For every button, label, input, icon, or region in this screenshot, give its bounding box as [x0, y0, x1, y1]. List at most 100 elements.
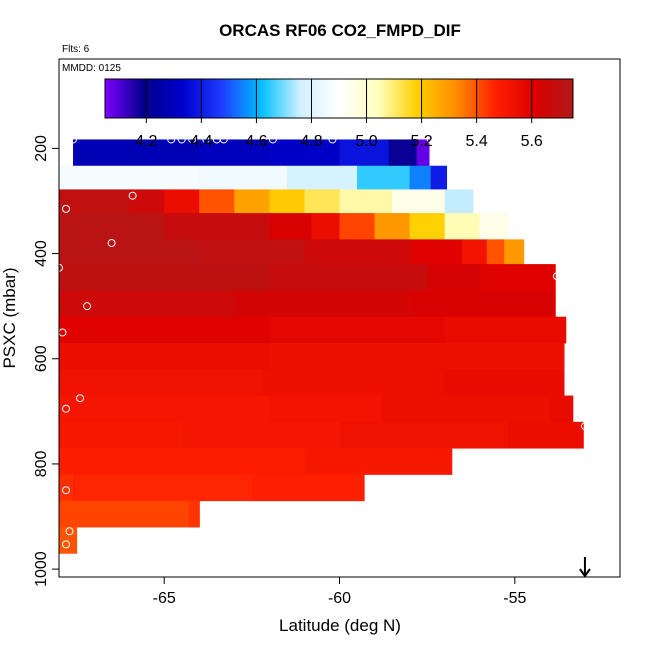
observation-point — [552, 272, 561, 281]
observation-point — [69, 135, 78, 144]
observation-point — [107, 239, 116, 248]
heatmap-cell — [73, 139, 130, 167]
heatmap-cell — [444, 213, 481, 240]
heatmap-cell — [444, 189, 474, 214]
heatmap-cell — [381, 395, 551, 423]
heatmap-cell — [59, 264, 270, 291]
observation-point — [62, 540, 71, 549]
heatmap-cell — [311, 213, 341, 240]
colorbar: 4.2 4.4 4.6 4.8 5.0 5.2 5.4 5.6 — [104, 78, 574, 150]
heatmap-cell — [234, 290, 411, 318]
x-axis-label: Latitude (deg N) — [279, 616, 401, 635]
heatmap-cell — [59, 395, 270, 423]
observation-point — [62, 486, 71, 495]
heatmap-cell — [479, 264, 556, 291]
heatmap-cell — [59, 369, 263, 396]
heatmap-cell — [199, 239, 306, 265]
heatmap-cell — [304, 239, 411, 265]
heatmap-cell — [549, 395, 574, 423]
colorbar-tick-label: 4.2 — [135, 133, 157, 150]
observation-point — [328, 135, 337, 144]
heatmap-cell — [409, 165, 432, 190]
heatmap-cell — [164, 213, 270, 240]
heatmap-cell — [444, 369, 565, 396]
heatmap-cell — [262, 369, 446, 396]
observation-point — [202, 135, 211, 144]
x-tick-label: -60 — [328, 590, 351, 607]
colorbar-ticks: 4.2 4.4 4.6 4.8 5.0 5.2 5.4 5.6 — [135, 79, 543, 150]
heatmap-cell — [181, 421, 341, 449]
colorbar-tick-label: 4.4 — [190, 133, 212, 150]
heatmap-cell — [392, 189, 446, 214]
colorbar-tick-label: 4.8 — [300, 133, 322, 150]
date-annotation: MMDD: 0125 — [62, 63, 121, 74]
heatmap-cell — [304, 448, 453, 475]
observation-point — [219, 135, 228, 144]
heatmap-cell — [409, 239, 463, 265]
heatmap-cell — [59, 527, 78, 554]
heatmap-cell — [59, 165, 200, 190]
heatmap-cell — [59, 316, 270, 344]
heatmap-cell — [129, 139, 200, 167]
heatmap-cell — [188, 500, 200, 528]
heatmap-cell — [388, 139, 418, 167]
heatmap-cell — [59, 500, 190, 528]
heatmap-cell — [269, 264, 428, 291]
observation-point — [62, 204, 71, 213]
colorbar-tick-label: 4.6 — [245, 133, 267, 150]
observation-point — [65, 527, 74, 536]
heatmap-cell — [304, 189, 341, 214]
y-tick-label: 200 — [33, 135, 50, 162]
heatmap-cell — [59, 342, 270, 370]
heatmap-cell — [339, 421, 509, 449]
heatmap-cell — [199, 189, 235, 214]
heatmap-cell — [444, 316, 567, 344]
heatmap-cell — [374, 213, 411, 240]
heatmap-cell — [234, 189, 270, 214]
heatmap-cell — [59, 189, 130, 214]
heatmap-cell — [479, 213, 509, 240]
heatmap-cell — [462, 239, 488, 265]
observation-point — [167, 135, 176, 144]
colorbar-tick-label: 5.4 — [466, 133, 488, 150]
colorbar-tick-label: 5.0 — [355, 133, 377, 150]
y-tick-label: 1000 — [33, 551, 50, 587]
observation-point — [128, 191, 137, 200]
heatmap-cell — [59, 421, 183, 449]
heatmap-cell — [486, 239, 505, 265]
heatmap-cell — [444, 342, 565, 370]
position-arrow — [579, 557, 591, 578]
heatmap-cell — [59, 239, 200, 265]
heatmap-cell — [251, 474, 365, 502]
colorbar-tick-label: 5.6 — [521, 133, 543, 150]
heatmap-cell — [507, 421, 584, 449]
heatmap-cell — [199, 139, 270, 167]
plot-area: MMDD: 0125 4.2 4.4 4.6 4.8 5.0 5.2 5.4 5.6 — [55, 58, 621, 578]
x-tick-label: -65 — [153, 590, 176, 607]
heatmap-cell — [339, 213, 376, 240]
observation-point — [580, 422, 589, 431]
heatmap-cell — [269, 139, 341, 167]
heatmap-cell — [409, 290, 556, 318]
heatmap-cell — [269, 189, 306, 214]
heatmap-cell — [59, 213, 165, 240]
heatmap-cell — [339, 139, 390, 167]
y-axis-label: PSXC (mbar) — [0, 267, 19, 368]
y-axis: 200 400 600 800 1000 — [33, 135, 59, 587]
heatmap-cell — [269, 213, 313, 240]
heatmap-cell — [199, 165, 288, 190]
heatmap-cell — [269, 395, 383, 423]
heatmap-cell — [416, 139, 430, 167]
heatmap-cell — [164, 189, 200, 214]
colorbar-tick-label: 5.2 — [410, 133, 432, 150]
y-tick-label: 400 — [33, 240, 50, 267]
heatmap-cell — [269, 342, 446, 370]
heatmap-cell — [504, 239, 525, 265]
observation-points — [55, 135, 589, 549]
heatmap-bands — [59, 139, 584, 554]
chart-title: ORCAS RF06 CO2_FMPD_DIF — [219, 21, 461, 40]
heatmap-cell — [59, 290, 235, 318]
flights-annotation: Flts: 6 — [62, 44, 90, 55]
heatmap-cell — [339, 189, 393, 214]
